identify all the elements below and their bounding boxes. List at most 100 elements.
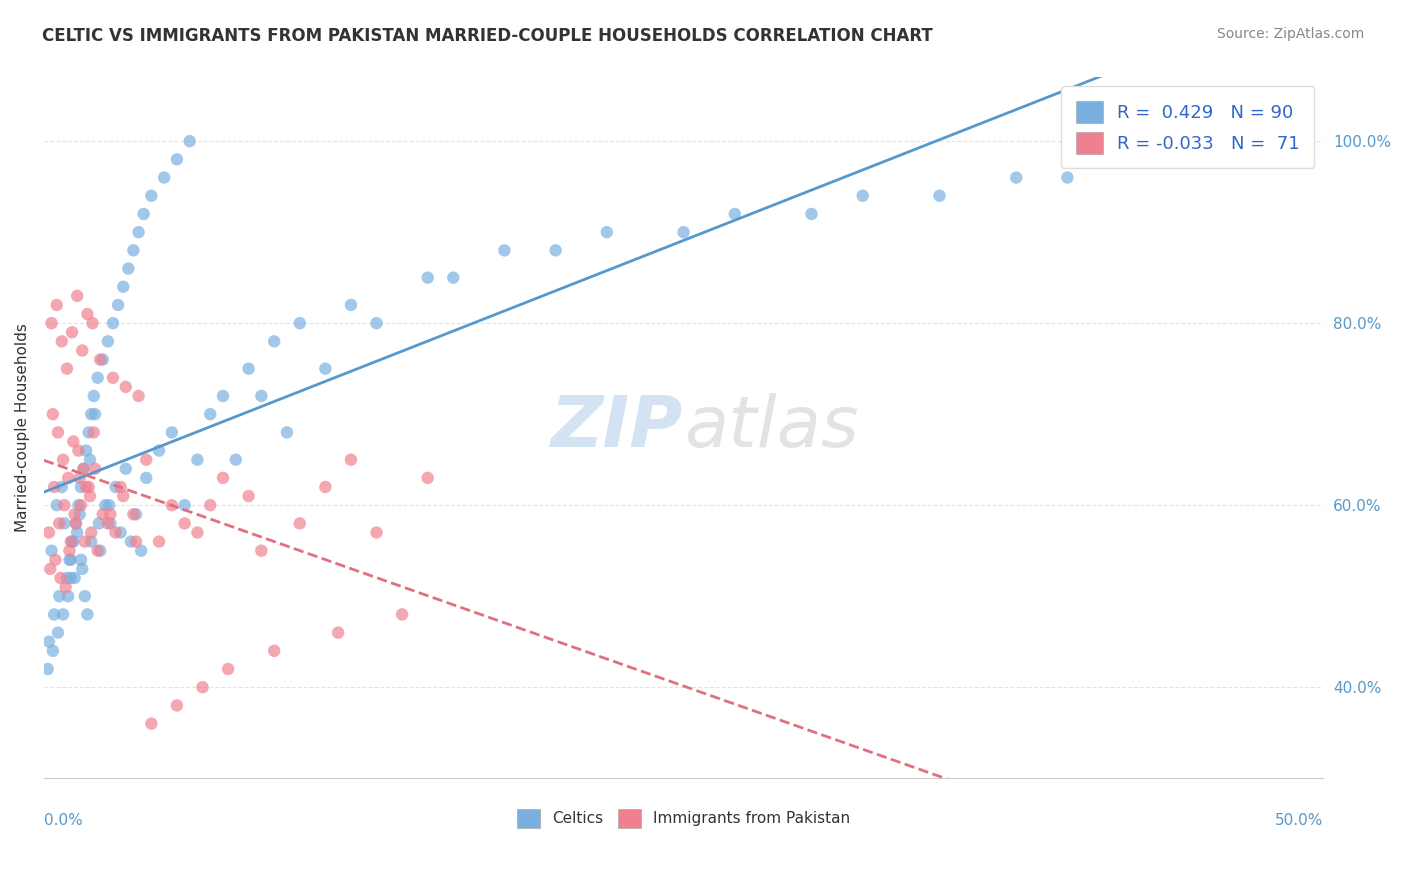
Point [212, 389, 235, 403]
Point [186, 525, 208, 540]
Point [56, 361, 79, 376]
Point [441, 270, 464, 285]
Point [97, 516, 120, 531]
Point [72, 343, 94, 358]
Point [200, 498, 222, 512]
Point [59, 534, 82, 549]
Point [238, 489, 260, 503]
Point [77, 425, 100, 440]
Point [132, 207, 155, 221]
Point [60, 326, 83, 340]
Point [42, 407, 65, 421]
Point [41, 316, 63, 330]
Point [101, 316, 124, 330]
Point [89, 352, 111, 367]
Text: Source: ZipAtlas.com: Source: ZipAtlas.com [1216, 27, 1364, 41]
Point [59, 571, 82, 585]
Point [70, 553, 93, 567]
Point [63, 571, 86, 585]
Point [276, 425, 298, 440]
Point [114, 462, 136, 476]
Point [1005, 170, 1028, 185]
Point [596, 225, 619, 239]
Point [79, 452, 101, 467]
Point [42, 607, 65, 622]
Point [72, 462, 94, 476]
Point [225, 452, 247, 467]
Point [69, 508, 91, 522]
Point [125, 508, 148, 522]
Point [263, 334, 285, 349]
Point [46, 625, 69, 640]
Point [135, 471, 157, 485]
Point [110, 480, 132, 494]
Point [38, 525, 60, 540]
Point [173, 498, 195, 512]
Point [62, 434, 84, 449]
Point [191, 680, 214, 694]
Point [84, 407, 107, 421]
Point [1184, 134, 1206, 148]
Point [314, 480, 336, 494]
Point [128, 389, 150, 403]
Point [122, 244, 145, 258]
Point [250, 389, 273, 403]
Point [494, 244, 516, 258]
Point [166, 153, 188, 167]
Point [53, 516, 76, 531]
Point [44, 553, 66, 567]
Point [263, 644, 285, 658]
Point [100, 508, 122, 522]
Point [94, 498, 117, 512]
Point [186, 452, 208, 467]
Point [65, 516, 87, 531]
Point [58, 471, 80, 485]
Point [45, 298, 67, 312]
Point [852, 188, 875, 202]
Point [212, 471, 235, 485]
Point [45, 498, 67, 512]
Point [38, 634, 60, 648]
Text: 50.0%: 50.0% [1275, 813, 1323, 828]
Point [166, 698, 188, 713]
Point [84, 462, 107, 476]
Point [51, 480, 73, 494]
Point [42, 644, 65, 658]
Point [51, 334, 73, 349]
Point [60, 534, 83, 549]
Y-axis label: Married-couple Households: Married-couple Households [15, 324, 30, 533]
Point [55, 580, 77, 594]
Point [67, 443, 90, 458]
Point [42, 480, 65, 494]
Point [56, 571, 79, 585]
Point [77, 480, 100, 494]
Point [416, 270, 439, 285]
Point [217, 662, 239, 676]
Point [672, 225, 695, 239]
Point [76, 307, 98, 321]
Point [91, 508, 114, 522]
Point [141, 716, 163, 731]
Point [148, 443, 170, 458]
Point [58, 543, 80, 558]
Point [250, 543, 273, 558]
Point [41, 543, 63, 558]
Point [148, 534, 170, 549]
Point [91, 352, 114, 367]
Point [141, 188, 163, 202]
Point [314, 361, 336, 376]
Point [72, 562, 94, 576]
Point [73, 534, 96, 549]
Point [82, 316, 104, 330]
Point [100, 516, 122, 531]
Point [114, 380, 136, 394]
Point [1056, 170, 1078, 185]
Point [104, 525, 127, 540]
Point [37, 662, 59, 676]
Point [80, 525, 103, 540]
Point [48, 516, 70, 531]
Point [70, 498, 93, 512]
Point [110, 525, 132, 540]
Point [52, 452, 75, 467]
Point [98, 498, 121, 512]
